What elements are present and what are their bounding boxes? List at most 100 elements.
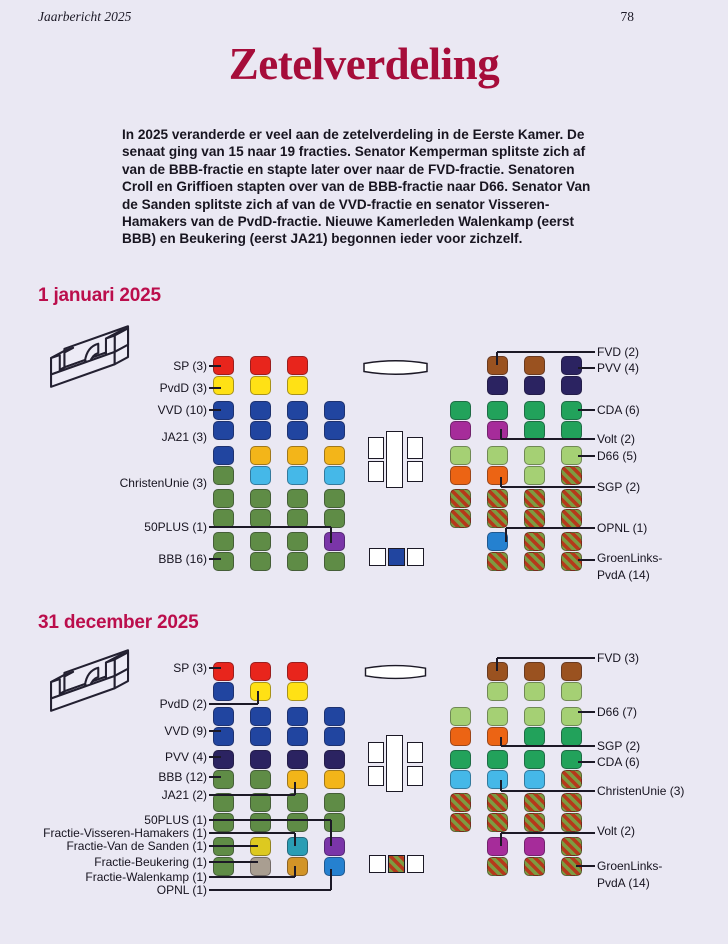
officials-bench-seat xyxy=(407,548,424,566)
seat-d66 xyxy=(524,682,545,701)
seat-bbb xyxy=(324,489,345,508)
seat-sgp xyxy=(487,466,508,485)
connector-line xyxy=(505,528,507,542)
connector-line xyxy=(500,833,502,846)
seat-gl xyxy=(561,532,582,551)
seat-vvd xyxy=(287,401,308,420)
seat-gl xyxy=(487,857,508,876)
connector-line xyxy=(578,761,595,763)
seat-gl xyxy=(561,813,582,832)
connector-line xyxy=(330,820,332,846)
connector-line xyxy=(209,667,221,669)
seat-cda xyxy=(524,401,545,420)
seat-bbb xyxy=(213,466,234,485)
seat-gl xyxy=(561,509,582,528)
committee-table xyxy=(386,431,403,488)
seat-gl xyxy=(450,793,471,812)
party-label: Fractie-Walenkamp (1) xyxy=(85,869,207,884)
connector-line xyxy=(501,438,595,440)
seat-cu xyxy=(324,466,345,485)
party-label: D66 (7) xyxy=(597,704,638,719)
connector-line xyxy=(578,409,595,411)
seat-pvv xyxy=(213,750,234,769)
seat-vvd xyxy=(213,727,234,746)
party-label: PVV (4) xyxy=(164,749,207,764)
seat-bbb xyxy=(287,489,308,508)
seat-bbb xyxy=(213,489,234,508)
seat-wal xyxy=(287,857,308,876)
seat-bbb xyxy=(250,793,271,812)
connector-line xyxy=(209,889,331,891)
seat-ja21 xyxy=(287,770,308,789)
seat-vvd xyxy=(213,446,234,465)
seat-bbb xyxy=(287,509,308,528)
seat-ja21 xyxy=(287,446,308,465)
committee-chair xyxy=(368,766,384,786)
party-label: VVD (10) xyxy=(157,402,207,417)
committee-table xyxy=(386,735,403,792)
party-label: VVD (9) xyxy=(164,723,207,738)
party-label: Volt (2) xyxy=(597,823,636,838)
party-label: PvdD (2) xyxy=(159,696,207,711)
seat-volt xyxy=(487,837,508,856)
committee-chair xyxy=(368,437,384,459)
party-label: PVV (4) xyxy=(597,360,640,375)
seat-p50 xyxy=(324,532,345,551)
party-label: SP (3) xyxy=(173,358,207,373)
party-label: FVD (2) xyxy=(597,344,639,359)
seat-d66 xyxy=(561,707,582,726)
page-number: 78 xyxy=(620,9,635,24)
connector-line xyxy=(209,409,221,411)
seat-bbb xyxy=(250,509,271,528)
seat-gl xyxy=(450,489,471,508)
party-label: SGP (2) xyxy=(597,479,641,494)
seat-pvdd xyxy=(287,682,308,701)
connector-line xyxy=(496,352,498,365)
connector-line xyxy=(497,351,595,353)
seat-pvv xyxy=(487,376,508,395)
seat-d66 xyxy=(561,682,582,701)
seat-volt xyxy=(450,421,471,440)
chart-heading: 1 januari 2025 xyxy=(38,285,161,306)
seat-gl xyxy=(561,770,582,789)
seat-cda xyxy=(524,750,545,769)
party-label: Volt (2) xyxy=(597,431,636,446)
connector-line xyxy=(578,455,595,457)
seat-ja21 xyxy=(250,446,271,465)
connector-line xyxy=(501,832,595,834)
seat-pvv xyxy=(250,750,271,769)
seat-bbb xyxy=(213,509,234,528)
seat-gl xyxy=(561,793,582,812)
seat-bbb xyxy=(213,532,234,551)
seat-opnl xyxy=(487,532,508,551)
seat-gl xyxy=(450,509,471,528)
seat-bbb xyxy=(324,813,345,832)
seat-gl xyxy=(524,813,545,832)
seat-bbb xyxy=(324,793,345,812)
connector-line xyxy=(294,833,296,846)
seat-pvv xyxy=(524,376,545,395)
seat-vvd xyxy=(250,727,271,746)
seat-opnl xyxy=(324,857,345,876)
document-header: Jaarbericht 2025 xyxy=(38,9,132,24)
seat-cda xyxy=(524,727,545,746)
seat-gl xyxy=(561,837,582,856)
party-label: JA21 (3) xyxy=(161,429,207,444)
seat-vvd xyxy=(213,682,234,701)
connector-line xyxy=(501,486,595,488)
connector-line xyxy=(209,819,331,821)
seat-gl xyxy=(487,552,508,571)
connector-line xyxy=(294,782,296,795)
seat-bbb xyxy=(324,552,345,571)
seat-volt xyxy=(487,421,508,440)
seat-sp xyxy=(287,356,308,375)
party-label: SP (3) xyxy=(173,660,207,675)
connector-line xyxy=(501,790,595,792)
seat-gl xyxy=(487,509,508,528)
party-label: 50PLUS (1) xyxy=(144,812,207,827)
connector-line xyxy=(330,527,332,543)
seat-pvv xyxy=(287,750,308,769)
committee-chair xyxy=(407,461,423,482)
connector-line xyxy=(257,691,259,704)
